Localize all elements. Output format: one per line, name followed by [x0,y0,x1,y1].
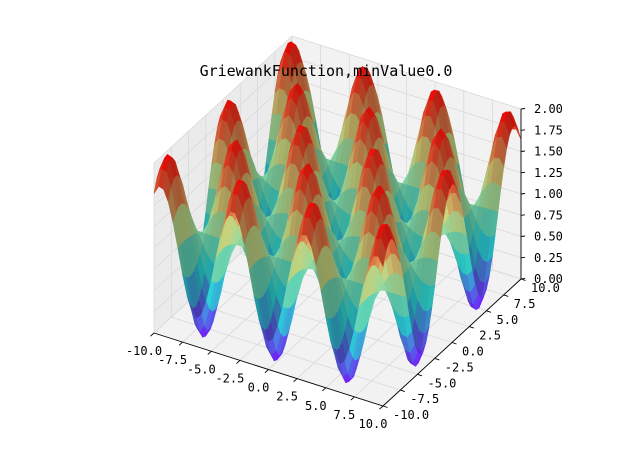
z-tick-mark-3 [520,214,526,216]
surface-facet [377,237,387,268]
x-tick-label-4: 0.0 [248,381,270,395]
grid-floor-y-2 [188,300,418,375]
z-tick-label-8: 2.00 [534,102,563,116]
x-tick-mark-1 [178,341,183,346]
y-tick-mark-7 [503,294,509,297]
z-tick-mark-0 [520,278,526,280]
y-tick-label-8: 10.0 [531,281,560,295]
y-tick-mark-5 [469,326,474,329]
axes-ticks: -10.0-7.5-5.0-2.50.02.55.07.510.0-10.0-7… [126,102,563,431]
grid-floor-y-3 [205,285,435,359]
y-tick-mark-4 [451,342,457,345]
grid-left-z-8 [153,35,293,164]
y-tick-mark-1 [400,389,405,393]
z-tick-mark-1 [520,256,526,259]
y-tick-label-3: -2.5 [445,360,474,374]
grid-back-z-7 [291,56,522,131]
z-tick-label-0: 0.00 [534,272,563,286]
grid-back-z-8 [291,35,522,110]
x-tick-mark-5 [293,378,298,383]
z-tick-mark-8 [520,108,526,110]
x-tick-mark-7 [350,396,355,401]
z-tick-label-4: 1.00 [534,187,563,201]
x-tick-label-1: -7.5 [158,353,187,367]
z-tick-mark-2 [520,235,526,237]
y-tick-mark-0 [382,405,388,408]
x-tick-label-0: -10.0 [126,344,162,358]
y-tick-label-4: 0.0 [462,345,484,359]
x-tick-mark-0 [150,332,155,337]
x-tick-mark-6 [322,387,327,392]
y-tick-label-2: -5.0 [428,376,457,390]
y-tick-mark-3 [434,357,440,361]
z-tick-mark-4 [520,193,526,195]
chart-title: GriewankFunction,minValue0.0 [200,62,453,80]
z-tick-mark-7 [520,129,526,131]
x-tick-mark-4 [264,369,269,374]
x-tick-label-5: 2.5 [276,390,298,404]
x-tick-label-8: 10.0 [359,417,388,431]
z-tick-label-5: 1.25 [534,166,563,180]
x-tick-mark-2 [207,350,212,355]
x-tick-label-7: 7.5 [334,408,356,422]
grid-back-z-5 [291,99,522,174]
z-tick-mark-6 [520,150,526,152]
z-tick-label-1: 0.25 [534,251,563,265]
surface-mesh [153,41,522,384]
grid-back-z-6 [291,78,522,152]
z-tick-label-6: 1.50 [534,145,563,159]
grid-back-z-4 [291,120,522,195]
x-tick-label-3: -2.5 [215,371,244,385]
x-tick-label-2: -5.0 [187,362,216,376]
x-tick-mark-3 [236,360,241,364]
x-tick-label-6: 5.0 [305,399,327,413]
z-tick-mark-5 [520,171,526,174]
z-tick-label-3: 0.75 [534,208,563,222]
x-tick-mark-8 [379,405,384,410]
y-tick-label-7: 7.5 [514,297,536,311]
z-tick-label-7: 1.75 [534,123,563,137]
y-tick-mark-6 [486,310,492,313]
z-tick-label-2: 0.50 [534,230,563,244]
y-tick-label-6: 5.0 [497,313,519,327]
y-tick-mark-2 [417,373,423,377]
y-tick-label-5: 2.5 [479,329,501,343]
y-tick-label-0: -10.0 [393,408,429,422]
y-tick-label-1: -7.5 [410,392,439,406]
